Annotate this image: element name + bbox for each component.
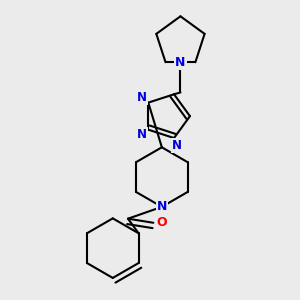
Text: N: N [157, 200, 167, 213]
Text: N: N [175, 56, 186, 69]
Text: O: O [157, 216, 167, 229]
Text: N: N [137, 92, 147, 104]
Text: N: N [137, 128, 147, 141]
Text: N: N [172, 139, 182, 152]
